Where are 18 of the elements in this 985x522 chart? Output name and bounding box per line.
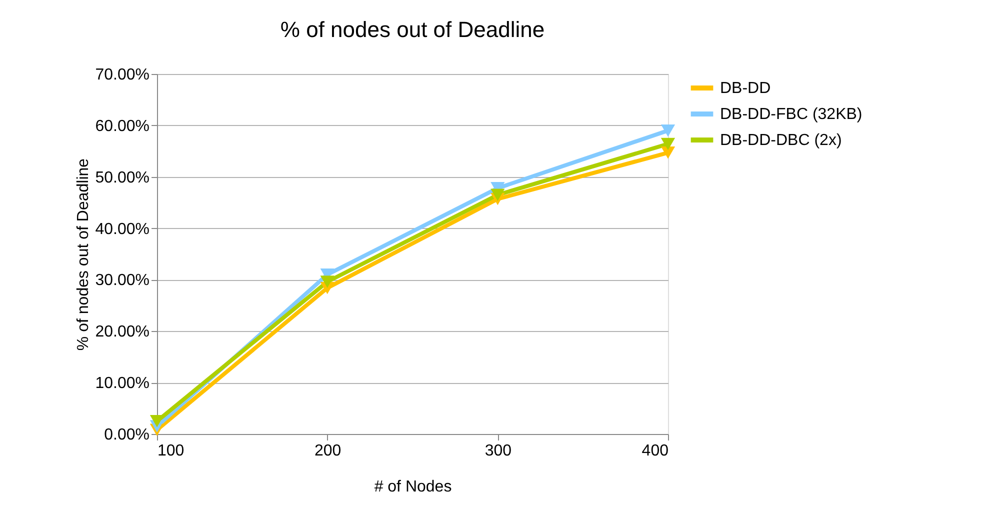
x-tick-label: 300 — [484, 442, 512, 460]
y-tick-label: 60.00% — [95, 118, 150, 135]
y-tick-label: 0.00% — [104, 426, 150, 444]
y-axis-title: % of nodes out of Deadline — [75, 158, 92, 351]
y-tick-label: 40.00% — [95, 220, 150, 238]
legend-label: DB-DD — [720, 80, 771, 97]
y-tick-label: 30.00% — [95, 272, 150, 290]
y-tick-label: 10.00% — [95, 375, 150, 392]
x-tick-label: 100 — [158, 442, 184, 460]
legend-label: DB-DD-DBC (2x) — [720, 132, 842, 149]
x-tick-label: 200 — [314, 442, 342, 460]
y-tick-label: 70.00% — [95, 66, 150, 84]
x-tick-label: 400 — [642, 442, 669, 460]
chart-title: % of nodes out of Deadline — [280, 17, 545, 42]
y-tick-label: 20.00% — [95, 324, 150, 341]
y-tick-label: 50.00% — [95, 169, 150, 186]
legend-label: DB-DD-FBC (32KB) — [720, 106, 862, 123]
x-axis-title: # of Nodes — [374, 478, 452, 496]
